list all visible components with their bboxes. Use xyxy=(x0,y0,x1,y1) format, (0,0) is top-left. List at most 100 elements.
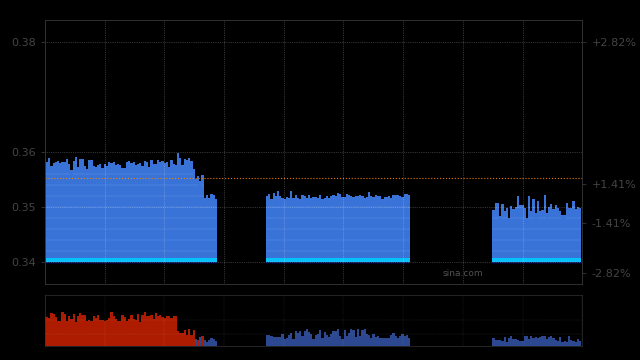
Bar xyxy=(575,342,577,346)
Bar xyxy=(386,197,388,262)
Bar xyxy=(377,336,379,346)
Bar xyxy=(513,258,515,262)
Bar xyxy=(575,258,577,262)
Bar xyxy=(215,341,217,346)
Bar xyxy=(534,213,537,262)
Bar xyxy=(64,262,66,264)
Bar xyxy=(273,262,275,264)
Bar xyxy=(135,262,137,264)
Bar xyxy=(60,321,61,346)
Bar xyxy=(166,258,168,262)
Bar xyxy=(72,161,75,262)
Bar xyxy=(317,262,319,264)
Bar xyxy=(522,262,524,264)
Bar xyxy=(381,338,383,346)
Bar xyxy=(72,314,75,346)
Bar xyxy=(504,337,506,346)
Bar xyxy=(211,258,212,262)
Bar xyxy=(81,159,84,262)
Bar xyxy=(286,258,288,262)
Bar xyxy=(353,197,355,262)
Bar xyxy=(157,160,159,262)
Bar xyxy=(510,336,513,346)
Bar xyxy=(275,197,277,262)
Bar xyxy=(55,162,57,262)
Bar xyxy=(357,262,359,264)
Bar xyxy=(119,321,122,346)
Bar xyxy=(131,262,132,264)
Bar xyxy=(117,321,119,346)
Bar xyxy=(277,337,279,346)
Bar xyxy=(404,262,406,264)
Bar xyxy=(150,160,152,262)
Bar xyxy=(108,318,110,346)
Bar xyxy=(346,262,348,264)
Bar xyxy=(337,193,339,262)
Bar xyxy=(122,315,124,346)
Bar xyxy=(77,258,79,262)
Bar xyxy=(366,262,368,264)
Bar xyxy=(186,160,188,262)
Bar xyxy=(215,199,217,262)
Bar xyxy=(395,258,397,262)
Bar xyxy=(208,341,211,346)
Bar xyxy=(348,262,350,264)
Bar xyxy=(541,262,543,264)
Bar xyxy=(126,162,128,262)
Bar xyxy=(341,197,344,262)
Bar xyxy=(399,197,401,262)
Bar xyxy=(495,258,497,262)
Bar xyxy=(150,315,152,346)
Bar xyxy=(270,199,273,262)
Bar xyxy=(115,165,117,262)
Bar xyxy=(501,204,504,262)
Bar xyxy=(519,262,522,264)
Bar xyxy=(492,258,495,262)
Bar xyxy=(344,262,346,264)
Bar xyxy=(97,262,99,264)
Bar xyxy=(303,331,306,346)
Bar xyxy=(317,258,319,262)
Bar xyxy=(372,258,374,262)
Bar xyxy=(188,258,190,262)
Bar xyxy=(506,258,508,262)
Bar xyxy=(79,262,81,264)
Bar xyxy=(181,333,184,346)
Bar xyxy=(164,318,166,346)
Bar xyxy=(86,168,88,262)
Bar xyxy=(570,258,572,262)
Bar xyxy=(371,338,372,346)
Bar xyxy=(579,262,581,264)
Bar xyxy=(140,258,141,262)
Bar xyxy=(337,262,339,264)
Bar xyxy=(146,262,148,264)
Bar xyxy=(282,262,284,264)
Bar xyxy=(146,162,148,262)
Bar xyxy=(575,262,577,264)
Bar xyxy=(284,258,286,262)
Bar xyxy=(497,262,499,264)
Bar xyxy=(546,258,548,262)
Bar xyxy=(495,203,497,262)
Bar xyxy=(157,262,159,264)
Bar xyxy=(81,258,84,262)
Bar xyxy=(66,159,68,262)
Bar xyxy=(122,258,124,262)
Bar xyxy=(99,320,102,346)
Bar xyxy=(301,262,303,264)
Bar xyxy=(170,258,173,262)
Bar xyxy=(128,161,131,262)
Bar xyxy=(390,258,392,262)
Bar xyxy=(115,258,117,262)
Bar xyxy=(568,336,570,346)
Bar xyxy=(570,340,572,346)
Bar xyxy=(117,262,119,264)
Bar xyxy=(555,205,557,262)
Bar xyxy=(546,213,548,262)
Bar xyxy=(204,339,206,346)
Bar xyxy=(64,162,66,262)
Bar xyxy=(190,262,193,264)
Bar xyxy=(401,262,404,264)
Bar xyxy=(102,258,104,262)
Bar xyxy=(404,336,406,346)
